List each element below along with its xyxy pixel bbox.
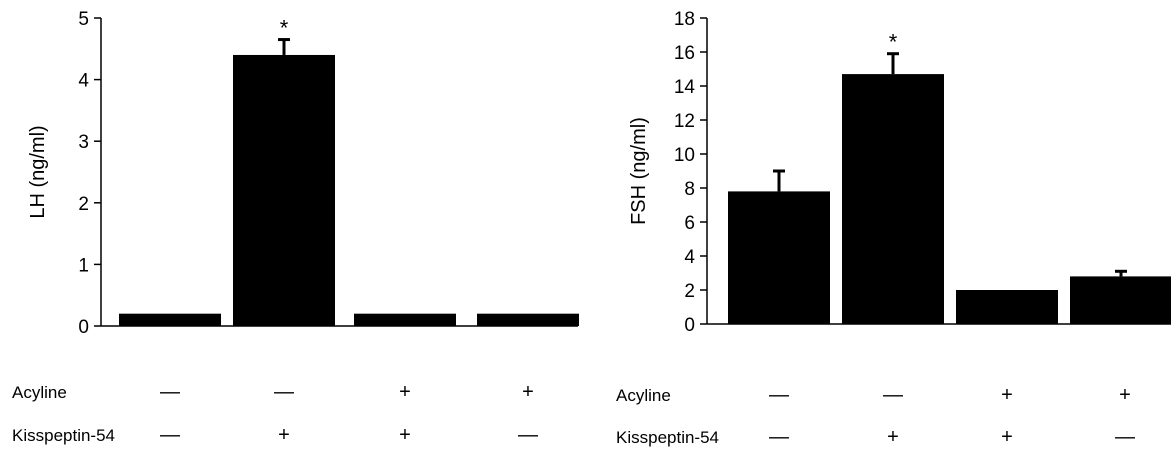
y-tick-label: 10 bbox=[674, 145, 695, 166]
bar bbox=[1070, 276, 1171, 324]
bar bbox=[842, 74, 944, 324]
condition-symbol: + bbox=[1119, 384, 1131, 406]
y-tick-label: 6 bbox=[684, 213, 695, 234]
y-tick-label: 2 bbox=[78, 194, 89, 215]
condition-symbol: — bbox=[769, 426, 789, 448]
fsh-chart-panel: 0 2 4 6 8 10 12 14 16 18 FSH (ng/ml) * Acyline — — + + Ki… bbox=[616, 9, 1171, 448]
condition-symbol: — bbox=[1115, 426, 1135, 448]
condition-symbol: — bbox=[160, 381, 180, 403]
condition-symbol: + bbox=[887, 426, 899, 448]
bar bbox=[233, 54, 335, 327]
significance-marker: * bbox=[889, 30, 898, 55]
condition-symbol: + bbox=[399, 381, 411, 403]
y-tick-label: 1 bbox=[78, 255, 89, 276]
y-tick-label: 18 bbox=[674, 9, 695, 30]
y-tick-label: 0 bbox=[78, 317, 89, 338]
condition-symbol: + bbox=[1001, 384, 1013, 406]
y-axis-title: FSH (ng/ml) bbox=[628, 117, 650, 225]
condition-symbol: — bbox=[769, 384, 789, 406]
y-tick-label: 4 bbox=[684, 247, 695, 268]
condition-symbol: + bbox=[522, 381, 534, 403]
condition-symbol: + bbox=[1001, 426, 1013, 448]
y-tick-label: 16 bbox=[674, 43, 695, 64]
condition-label: Kisspeptin-54 bbox=[616, 428, 719, 447]
condition-symbol: — bbox=[274, 381, 294, 403]
condition-symbol: + bbox=[278, 424, 290, 446]
y-tick-label: 14 bbox=[674, 77, 696, 98]
bar bbox=[354, 313, 456, 326]
condition-symbol: — bbox=[160, 424, 180, 446]
y-tick-label: 3 bbox=[78, 132, 89, 153]
condition-label: Acyline bbox=[616, 386, 671, 405]
condition-symbol: — bbox=[518, 424, 538, 446]
y-tick-label: 2 bbox=[684, 281, 695, 302]
y-tick-label: 0 bbox=[684, 315, 695, 336]
condition-symbol: + bbox=[399, 424, 411, 446]
condition-label: Kisspeptin-54 bbox=[12, 426, 115, 445]
bar bbox=[956, 290, 1058, 324]
y-tick-label: 8 bbox=[684, 179, 695, 200]
bar bbox=[728, 191, 830, 324]
bar bbox=[119, 313, 221, 326]
condition-symbol: — bbox=[883, 384, 903, 406]
y-tick-label: 4 bbox=[78, 71, 89, 92]
y-axis-title: LH (ng/ml) bbox=[27, 125, 49, 218]
condition-label: Acyline bbox=[12, 383, 67, 402]
y-tick-label: 5 bbox=[78, 9, 89, 30]
y-tick-label: 12 bbox=[674, 111, 695, 132]
bar bbox=[477, 313, 579, 326]
significance-marker: * bbox=[280, 16, 289, 41]
lh-chart-panel: 0 1 2 3 4 5 LH (ng/ml) * Acyline — — + + Kisspeptin-5… bbox=[12, 9, 579, 446]
